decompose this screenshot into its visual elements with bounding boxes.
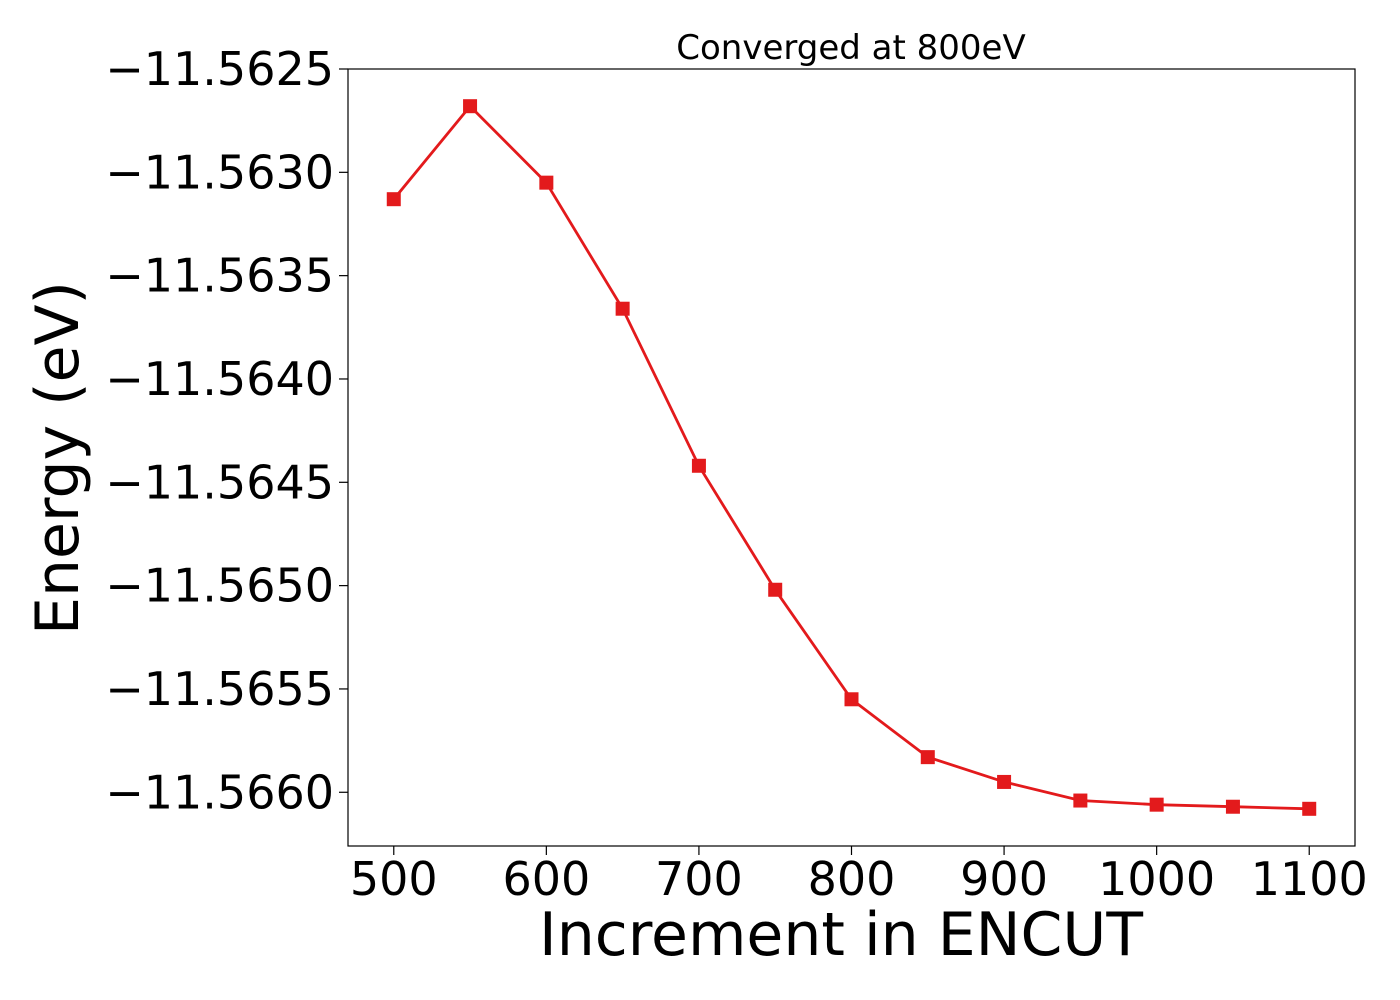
data-point [768,582,783,597]
data-point [691,458,706,473]
x-tick-label: 800 [808,852,896,906]
x-tick-label: 600 [502,852,590,906]
y-tick-label: −11.5635 [105,249,334,303]
x-axis-label: Increment in ENCUT [539,900,1143,970]
chart-title: Converged at 800eV [676,28,1025,68]
y-axis-label: Energy (eV) [23,281,93,635]
data-point [1073,793,1088,808]
x-tick-label: 900 [960,852,1048,906]
y-tick-label: −11.5655 [105,662,334,716]
y-tick-label: −11.5650 [105,559,334,613]
y-tick-label: −11.5645 [105,455,334,509]
data-point [1302,801,1317,816]
data-point [1149,797,1164,812]
x-tick-label: 1100 [1251,852,1368,906]
x-axis: 500 600 700 800 900 1000 1100 [350,846,1368,906]
y-tick-label: −11.5660 [105,765,334,819]
data-point [997,774,1012,789]
y-tick-label: −11.5630 [105,145,334,199]
y-tick-label: −11.5640 [105,352,334,406]
y-tick-label: −11.5625 [105,42,334,96]
x-tick-label: 500 [350,852,438,906]
series-markers [386,99,1317,816]
x-tick-label: 700 [655,852,743,906]
data-point [386,192,401,207]
y-axis: −11.5625 −11.5630 −11.5635 −11.5640 −11.5645… [105,42,348,819]
data-point [920,750,935,765]
data-point [539,175,554,190]
data-point [844,692,859,707]
data-point [1225,799,1240,814]
plot-frame [347,68,1356,847]
data-point [463,99,478,114]
x-tick-label: 1000 [1098,852,1215,906]
data-point [615,301,630,316]
